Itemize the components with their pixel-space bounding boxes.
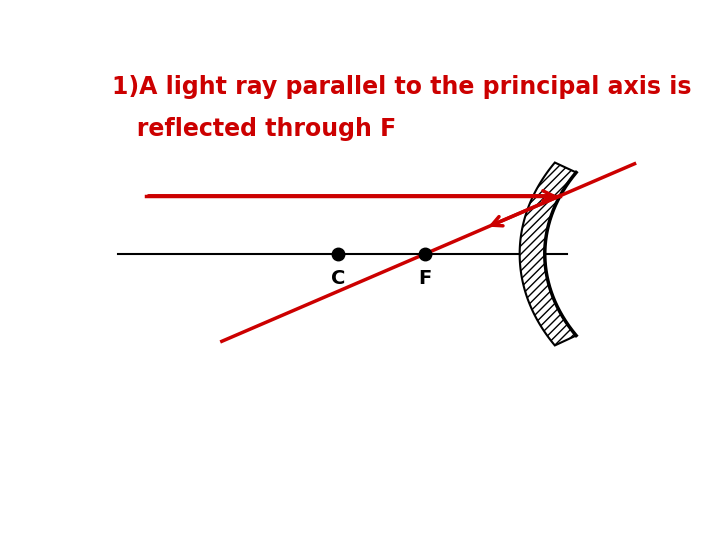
Text: 1)A light ray parallel to the principal axis is: 1)A light ray parallel to the principal … <box>112 75 692 99</box>
Text: C: C <box>331 268 346 287</box>
Text: F: F <box>418 268 431 287</box>
Polygon shape <box>520 163 576 346</box>
Text: reflected through F: reflected through F <box>112 117 397 141</box>
